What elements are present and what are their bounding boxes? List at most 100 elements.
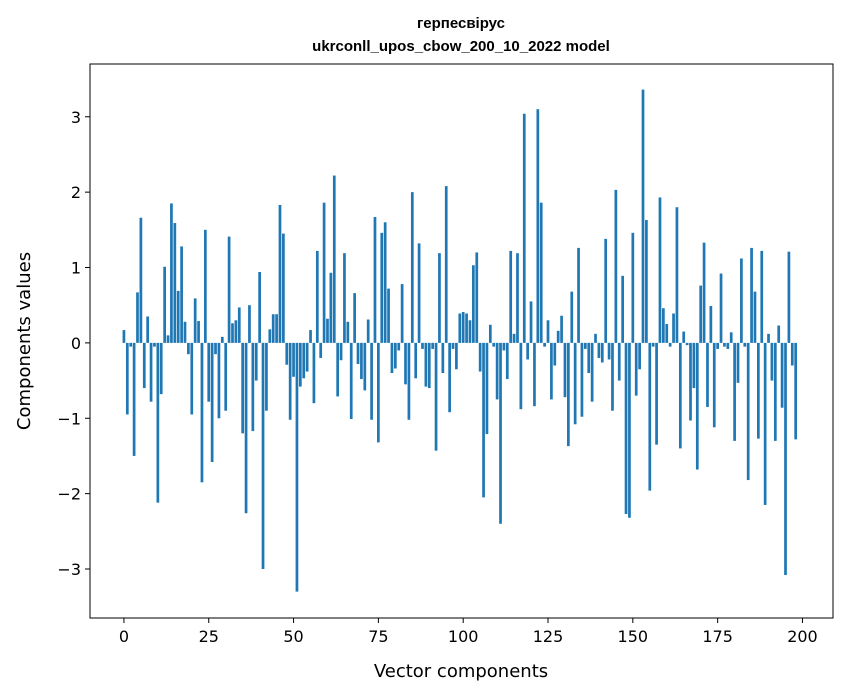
bar-89: [424, 342, 428, 387]
bar-140: [597, 342, 601, 358]
bar-107: [485, 342, 489, 435]
bar-150: [631, 232, 635, 343]
y-tick-label: 1: [71, 259, 81, 278]
bar-103: [472, 265, 475, 343]
bar-119: [526, 342, 530, 360]
bar-126: [550, 342, 553, 400]
bar-147: [621, 275, 625, 343]
y-tick-label: 2: [71, 183, 81, 202]
bar-92: [434, 342, 438, 451]
bar-100: [461, 311, 465, 343]
bar-165: [682, 331, 686, 343]
bar-73: [370, 342, 373, 420]
bar-171: [702, 242, 706, 343]
bar-128: [556, 330, 560, 343]
bar-21: [193, 298, 197, 343]
bar-158: [658, 197, 662, 343]
bar-1: [125, 342, 129, 415]
bar-13: [166, 335, 170, 343]
bar-106: [482, 342, 485, 498]
bar-178: [726, 342, 730, 349]
bar-187: [757, 342, 760, 439]
bar-2: [129, 342, 133, 347]
bar-118: [522, 113, 526, 343]
bar-120: [529, 301, 533, 343]
bar-52: [298, 342, 302, 387]
bar-124: [543, 342, 546, 347]
bar-95: [444, 186, 448, 343]
bar-28: [217, 342, 221, 419]
bar-90: [427, 342, 431, 389]
bar-9: [153, 342, 156, 347]
bar-44: [271, 314, 275, 343]
bar-173: [709, 305, 713, 343]
bar-130: [563, 342, 567, 398]
bar-60: [326, 318, 329, 343]
bar-164: [678, 342, 682, 449]
bar-78: [387, 288, 390, 343]
bar-32: [231, 323, 234, 343]
bar-35: [241, 342, 245, 434]
bar-91: [431, 342, 435, 349]
x-tick-label: 150: [618, 627, 649, 646]
bar-47: [282, 233, 285, 343]
bar-115: [512, 333, 516, 343]
bar-131: [567, 342, 570, 447]
bar-18: [183, 321, 187, 343]
bar-85: [410, 192, 414, 343]
bar-170: [699, 285, 703, 343]
bar-138: [590, 342, 594, 402]
bar-79: [390, 342, 394, 374]
bar-42: [265, 342, 268, 411]
bar-149: [628, 342, 631, 518]
x-tick-label: 75: [368, 627, 388, 646]
bar-10: [156, 342, 160, 503]
bar-125: [546, 320, 550, 343]
bar-134: [577, 247, 580, 343]
bar-196: [787, 251, 791, 343]
bar-114: [509, 250, 513, 343]
bar-8: [149, 342, 153, 402]
bar-26: [210, 342, 214, 462]
bar-16: [176, 290, 180, 343]
bar-157: [655, 342, 658, 445]
bar-54: [305, 342, 309, 372]
bar-142: [604, 238, 608, 343]
bar-4: [136, 292, 139, 343]
bar-152: [638, 342, 641, 370]
bar-197: [790, 342, 794, 366]
bar-97: [451, 342, 455, 349]
bar-50: [292, 342, 295, 377]
plot-frame: [89, 63, 834, 619]
bar-27: [214, 342, 217, 355]
bar-53: [302, 342, 306, 379]
bar-123: [539, 202, 543, 343]
bar-36: [244, 342, 248, 514]
bar-168: [692, 342, 696, 389]
bar-110: [495, 342, 499, 400]
bar-87: [417, 243, 421, 343]
bar-101: [465, 313, 468, 343]
bar-174: [712, 342, 716, 428]
bar-104: [475, 252, 479, 343]
y-tick-label: −3: [57, 560, 81, 579]
bar-177: [723, 342, 726, 347]
bar-76: [380, 232, 384, 343]
bar-86: [414, 342, 418, 379]
bar-19: [187, 342, 190, 355]
bar-127: [553, 342, 557, 366]
y-tick-label: 3: [71, 108, 81, 127]
bar-129: [560, 315, 563, 343]
bar-96: [448, 342, 451, 413]
bar-94: [441, 342, 445, 374]
bar-156: [651, 342, 655, 347]
bar-137: [587, 342, 591, 374]
bar-163: [675, 207, 679, 343]
bar-167: [689, 342, 692, 421]
bar-132: [570, 291, 574, 343]
x-tick-label: 25: [199, 627, 219, 646]
bar-69: [356, 342, 360, 364]
bar-181: [736, 342, 740, 383]
bar-82: [400, 284, 404, 343]
bar-66: [346, 321, 350, 343]
